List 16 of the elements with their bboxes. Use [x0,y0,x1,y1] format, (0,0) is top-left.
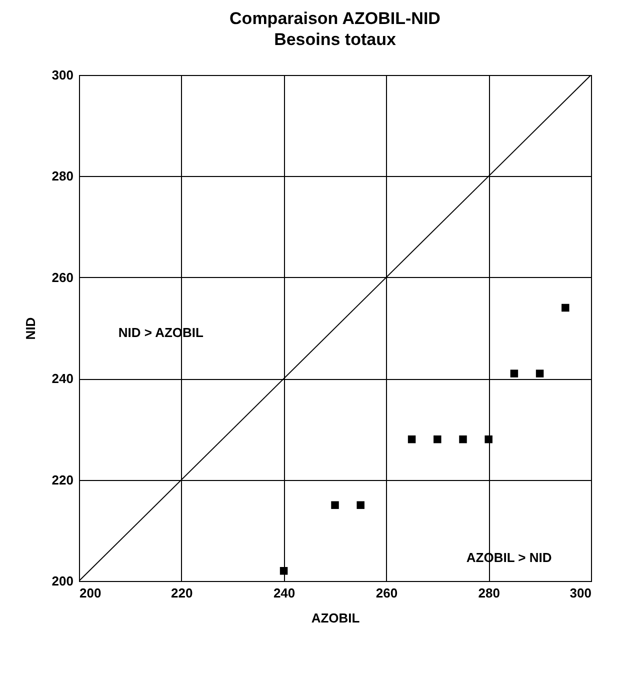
x-tick-label: 220 [171,586,193,600]
y-tick-label: 220 [52,472,74,488]
y-tick-label: 260 [52,270,74,285]
x-axis-title: AZOBIL [311,610,360,626]
x-tick-label: 200 [80,586,102,600]
chart-subtitle: Besoins totaux [274,30,396,49]
y-tick-label: 300 [52,68,74,82]
y-axis-title: NID [22,317,38,340]
y-tick-label: 280 [52,168,74,184]
x-tick-label: 260 [376,586,398,600]
y-tick-label: 240 [52,371,74,386]
chart-title: Comparaison AZOBIL-NID [230,9,440,28]
y-tick-label: 200 [52,574,74,588]
x-tick-label: 280 [478,586,500,600]
x-tick-label: 240 [273,586,296,600]
x-tick-label: 300 [570,586,592,600]
